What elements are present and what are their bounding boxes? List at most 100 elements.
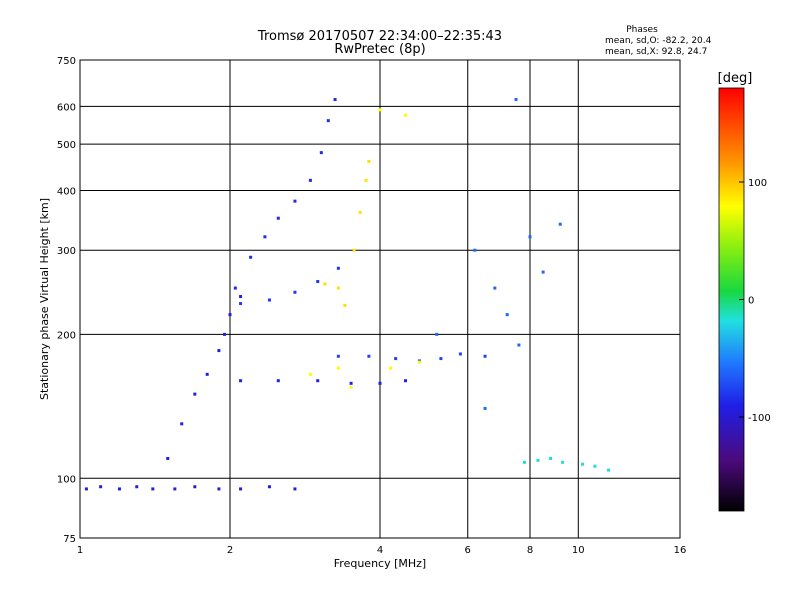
data-point xyxy=(581,462,585,466)
data-point xyxy=(536,458,540,462)
data-point xyxy=(549,456,553,460)
data-point xyxy=(223,332,227,336)
y-tick-label: 300 xyxy=(57,246,76,257)
data-point xyxy=(403,113,407,117)
y-tick-label: 75 xyxy=(63,534,76,545)
data-point xyxy=(367,354,371,358)
data-point xyxy=(276,216,280,220)
data-point xyxy=(193,392,197,396)
data-point xyxy=(483,406,487,410)
y-tick-label: 200 xyxy=(57,330,76,341)
chart-title: Tromsø 20170507 22:34:00–22:35:43 xyxy=(257,29,502,44)
data-point xyxy=(293,199,297,203)
data-point xyxy=(517,343,521,347)
x-tick-label: 2 xyxy=(227,545,233,556)
data-point xyxy=(558,222,562,226)
y-tick-label: 750 xyxy=(57,56,76,67)
data-point xyxy=(394,357,398,361)
data-point xyxy=(173,487,177,491)
data-point xyxy=(336,266,340,270)
data-point xyxy=(117,487,121,491)
x-axis-label: Frequency [MHz] xyxy=(334,557,426,570)
data-point xyxy=(228,313,232,317)
data-point xyxy=(99,485,103,489)
colorbar-tick-label: -100 xyxy=(748,413,771,424)
x-tick-label: 10 xyxy=(572,545,585,556)
data-point xyxy=(217,349,221,353)
data-point xyxy=(514,98,518,102)
x-tick-label: 1 xyxy=(77,545,83,556)
data-point xyxy=(293,487,297,491)
data-point xyxy=(239,487,243,491)
data-point xyxy=(180,422,184,426)
data-point xyxy=(358,210,362,214)
data-point xyxy=(561,460,565,464)
data-point xyxy=(293,290,297,294)
data-point xyxy=(417,360,421,364)
x-tick-label: 8 xyxy=(527,545,533,556)
data-point xyxy=(323,282,327,286)
data-point xyxy=(349,381,353,385)
data-point xyxy=(239,295,243,299)
data-point xyxy=(267,298,271,302)
y-tick-label: 600 xyxy=(57,102,76,113)
data-point xyxy=(435,332,439,336)
y-tick-label: 100 xyxy=(57,474,76,485)
data-point xyxy=(483,354,487,358)
data-point xyxy=(217,487,221,491)
y-axis-label: Stationary phase Virtual Height [km] xyxy=(38,198,51,400)
data-point xyxy=(336,354,340,358)
data-point xyxy=(607,468,611,472)
data-point xyxy=(276,379,280,383)
chart-subtitle: RwPretec (8p) xyxy=(334,42,425,57)
data-point xyxy=(403,379,407,383)
stats-heading: Phases xyxy=(626,25,658,35)
data-point xyxy=(349,385,353,389)
data-point xyxy=(523,460,527,464)
data-point xyxy=(389,366,393,370)
data-point xyxy=(319,151,323,155)
data-point xyxy=(233,286,237,290)
y-axis-ticks: 75 100 200 300 400 500 600 750 xyxy=(57,56,76,545)
data-point xyxy=(336,366,340,370)
colorbar-label: [deg] xyxy=(718,71,753,86)
data-point xyxy=(316,379,320,383)
y-tick-label: 400 xyxy=(57,186,76,197)
data-point xyxy=(352,248,356,252)
data-point xyxy=(458,352,462,356)
data-point xyxy=(267,485,271,489)
data-point xyxy=(263,235,267,239)
y-tick-label: 500 xyxy=(57,140,76,151)
data-points xyxy=(84,98,611,491)
data-point xyxy=(336,286,340,290)
data-point xyxy=(239,302,243,306)
data-point xyxy=(249,255,253,259)
data-point xyxy=(378,108,382,112)
data-point xyxy=(193,485,197,489)
data-point xyxy=(151,487,155,491)
grid-lines xyxy=(80,60,680,538)
colorbar-tick-label: 0 xyxy=(748,296,754,307)
x-tick-label: 6 xyxy=(465,545,471,556)
data-point xyxy=(493,286,497,290)
data-point xyxy=(84,487,88,491)
data-point xyxy=(473,248,477,252)
data-point xyxy=(333,98,337,102)
data-point xyxy=(364,178,368,182)
data-point xyxy=(593,464,597,468)
data-point xyxy=(541,270,545,274)
stats-line-o: mean, sd,O: -82.2, 20.4 xyxy=(605,36,712,46)
data-point xyxy=(505,313,509,317)
data-point xyxy=(326,119,330,123)
data-point xyxy=(367,159,371,163)
data-point xyxy=(343,303,347,307)
data-point xyxy=(166,456,170,460)
data-point xyxy=(308,178,312,182)
data-point xyxy=(439,357,443,361)
stats-line-x: mean, sd,X: 92.8, 24.7 xyxy=(605,47,707,57)
x-axis-ticks: 1 2 4 6 8 10 16 xyxy=(77,545,687,556)
data-point xyxy=(316,280,320,284)
x-tick-label: 16 xyxy=(674,545,687,556)
data-point xyxy=(135,485,139,489)
